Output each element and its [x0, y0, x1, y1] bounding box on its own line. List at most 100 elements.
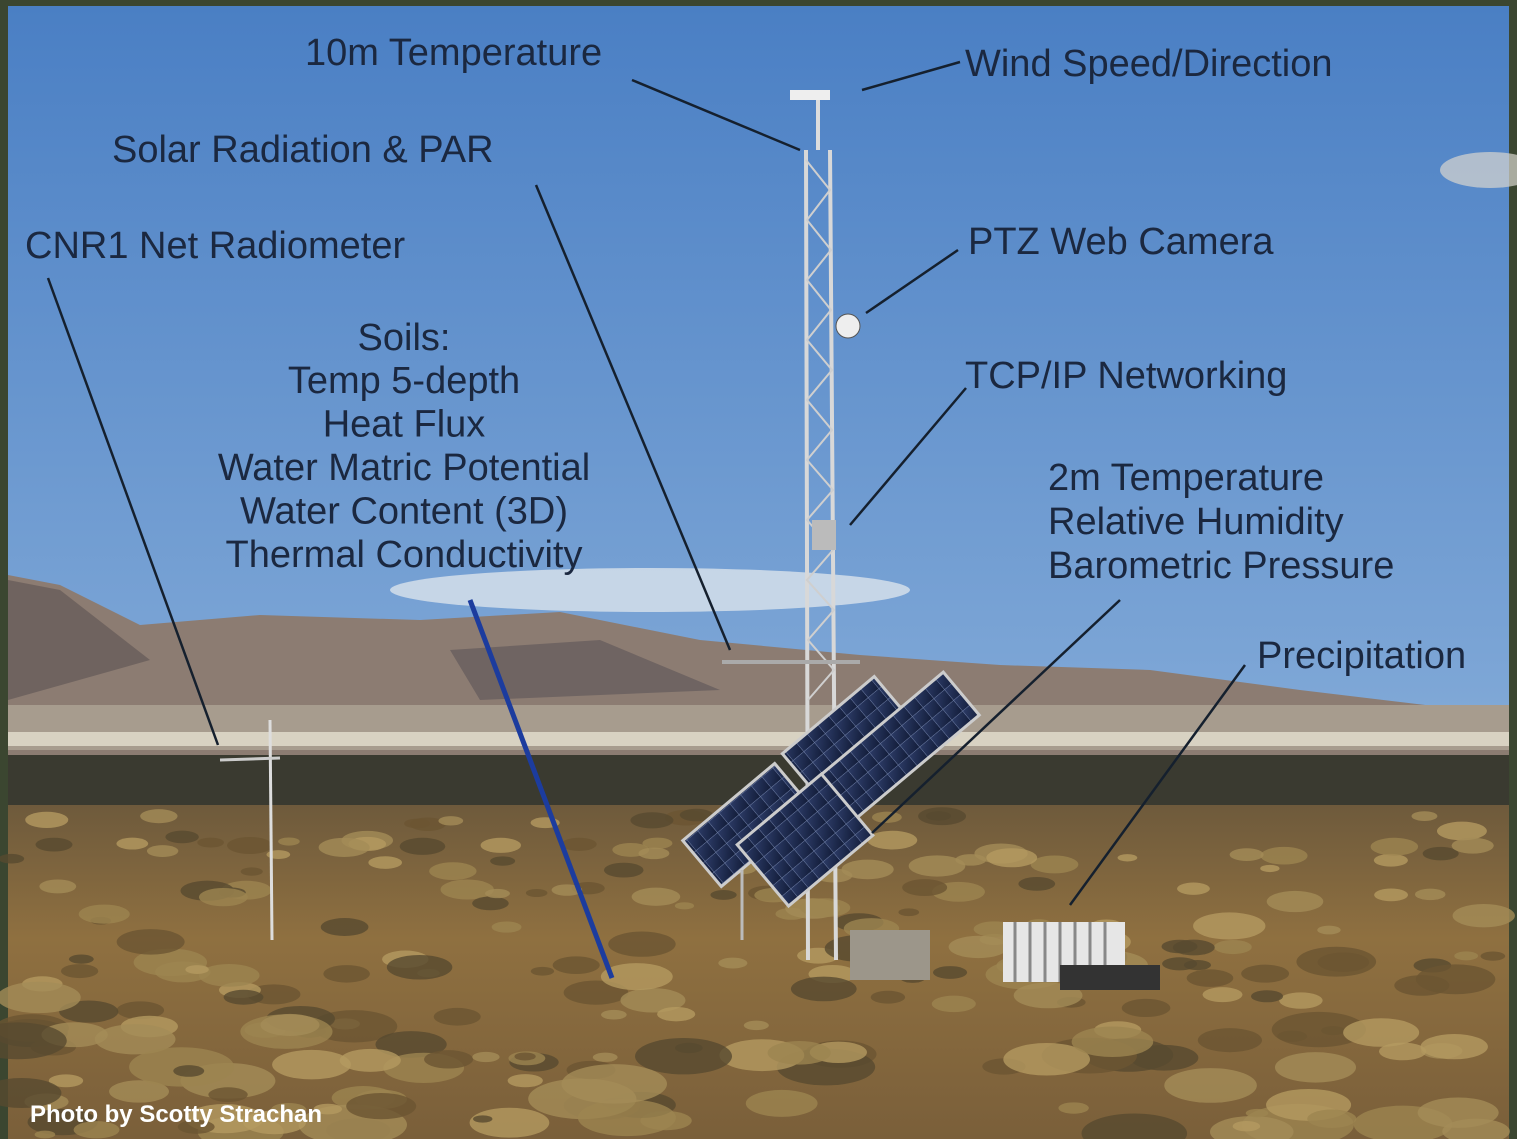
shrub [1193, 912, 1265, 939]
shrub [632, 888, 681, 906]
soils-line: Water Matric Potential [218, 447, 590, 489]
shrub [35, 1131, 56, 1139]
shrub [208, 1087, 247, 1102]
shrub [1279, 992, 1322, 1008]
shrub [791, 977, 857, 1002]
shrub [1122, 999, 1171, 1017]
met-line: 2m Temperature [1048, 457, 1324, 499]
shrub [902, 879, 947, 896]
shrub [199, 888, 248, 906]
shrub [319, 838, 370, 857]
shrub [608, 932, 675, 957]
shrub [1164, 1068, 1257, 1103]
shrub [526, 889, 548, 897]
soils-line: Water Content (3D) [240, 491, 568, 533]
shrub [0, 982, 81, 1013]
shrub [434, 1008, 481, 1026]
shrub [593, 1053, 618, 1062]
shrub [39, 880, 76, 894]
shrub [744, 1021, 769, 1030]
shrub [1277, 1031, 1307, 1042]
shrub [746, 1090, 818, 1117]
shrub [1412, 811, 1438, 821]
shrub [898, 908, 919, 916]
shrub [400, 838, 446, 855]
shrub [404, 819, 430, 829]
shrub [867, 831, 917, 850]
shrub [842, 860, 894, 880]
shrub [1307, 1110, 1356, 1128]
shrub [1374, 854, 1408, 867]
shrub [638, 848, 669, 860]
shrub [260, 1014, 319, 1036]
shrub [185, 965, 208, 974]
shrub [1214, 940, 1252, 954]
shrub [473, 1115, 492, 1122]
shrub [1371, 838, 1418, 856]
shrub [173, 1065, 204, 1077]
shrub [1437, 822, 1487, 841]
shrub [116, 838, 148, 850]
shrub [1318, 953, 1370, 972]
shrub [472, 1052, 499, 1062]
shrub [1321, 1026, 1345, 1035]
shrub [531, 967, 554, 976]
shrub [340, 1049, 401, 1072]
shrub [604, 863, 644, 878]
shrub [470, 1108, 550, 1138]
shrub [1416, 964, 1495, 994]
shrub [1187, 969, 1234, 986]
shrub [768, 1041, 831, 1065]
label: Wind Speed/Direction [965, 43, 1333, 85]
shrub [926, 811, 951, 820]
shrub [657, 1007, 695, 1021]
shrub [61, 964, 98, 978]
shrub [140, 809, 177, 823]
shrub [199, 964, 260, 987]
shrub [387, 955, 452, 980]
shrub [490, 856, 515, 865]
shrub [1374, 889, 1408, 902]
shrub [36, 838, 73, 852]
shrub [1260, 865, 1279, 872]
shrub [675, 902, 694, 909]
shrub [1173, 940, 1215, 956]
shrub [1162, 957, 1197, 970]
shrub [1230, 848, 1264, 861]
shrub [1260, 847, 1307, 865]
shrub [932, 996, 976, 1013]
shrub [1246, 1109, 1268, 1117]
shrub [642, 838, 672, 849]
shrub [561, 1064, 667, 1104]
shrub [718, 958, 747, 969]
met-line: Relative Humidity [1048, 501, 1344, 543]
shrub [710, 890, 736, 900]
shrub [1454, 951, 1478, 960]
shrub [1177, 883, 1210, 895]
shrub [1275, 1052, 1356, 1082]
shrub [1423, 847, 1459, 861]
shrub [117, 929, 185, 954]
shrub [438, 816, 463, 825]
shrub [1018, 877, 1055, 891]
shrub [1031, 855, 1079, 873]
shrub [472, 897, 509, 911]
shrub [241, 867, 263, 875]
shrub [323, 965, 370, 982]
shrub [346, 1093, 416, 1119]
enclosure [850, 930, 930, 980]
label: Precipitation [1257, 635, 1466, 677]
shrub [1481, 952, 1506, 961]
shrub [1251, 990, 1283, 1002]
shrub [1058, 1102, 1088, 1113]
shrub [1415, 889, 1446, 900]
shrub [986, 848, 1037, 867]
label: 10m Temperature [305, 32, 602, 74]
shrub [1241, 965, 1289, 983]
shrub [224, 990, 264, 1005]
shrub [601, 1010, 627, 1020]
shrub [492, 921, 522, 932]
shrub [1452, 838, 1494, 854]
shrub [321, 918, 369, 936]
annotated-photo: 10m Temperature Wind Speed/Direction Sol… [0, 0, 1517, 1139]
